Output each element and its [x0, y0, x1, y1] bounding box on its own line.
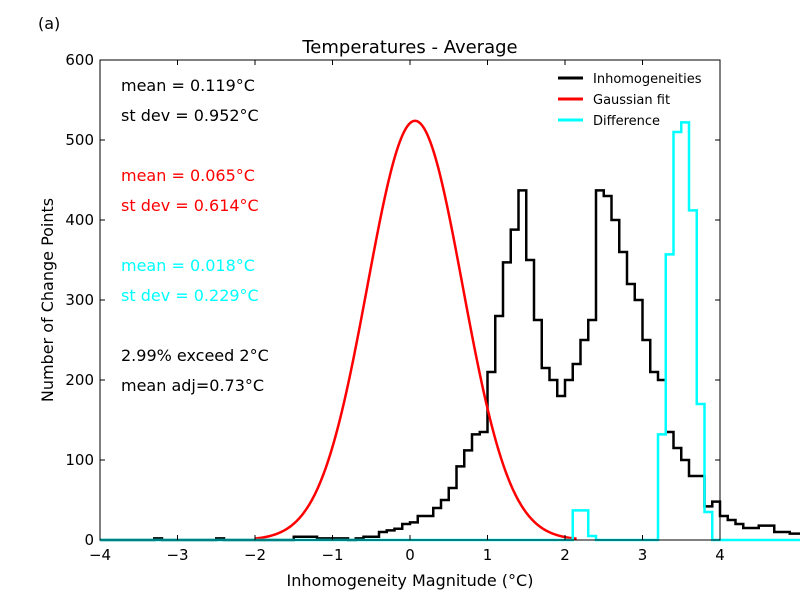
series-gaussian-fit: [254, 119, 577, 540]
y-tick-label: 200: [65, 371, 94, 389]
x-tick-label: 4: [715, 546, 725, 564]
x-tick-label: −2: [244, 546, 266, 564]
x-tick-label: −3: [166, 546, 188, 564]
panel-label: (a): [38, 14, 60, 33]
x-tick-label: 2: [560, 546, 570, 564]
x-tick-label: 0: [405, 546, 415, 564]
y-tick-label: 100: [65, 451, 94, 469]
annotation-total-stdev: st dev = 0.952°C: [121, 106, 259, 125]
stats-annotations: mean = 0.119°C st dev = 0.952°C mean = 0…: [121, 76, 269, 395]
annotation-exceed: 2.99% exceed 2°C: [121, 346, 269, 365]
chart-title: Temperatures - Average: [301, 37, 517, 58]
annotation-mean-adj: mean adj=0.73°C: [121, 376, 264, 395]
legend-label-difference: Difference: [593, 114, 660, 129]
annotation-total-mean: mean = 0.119°C: [121, 76, 255, 95]
y-axis-label: Number of Change Points: [38, 198, 57, 402]
y-tick-label: 500: [65, 131, 94, 149]
annotation-fit-stdev: st dev = 0.614°C: [121, 196, 259, 215]
y-tick-label: 300: [65, 291, 94, 309]
x-tick-label: 3: [638, 546, 648, 564]
series-inhomogeneities: [100, 189, 800, 542]
annotation-diff-mean: mean = 0.018°C: [121, 256, 255, 275]
annotation-fit-mean: mean = 0.065°C: [121, 166, 255, 185]
series-difference: [100, 121, 800, 542]
y-tick-label: 0: [84, 531, 94, 549]
annotation-diff-stdev: st dev = 0.229°C: [121, 286, 259, 305]
x-axis-label: Inhomogeneity Magnitude (°C): [287, 571, 534, 590]
y-tick-label: 400: [65, 211, 94, 229]
x-tick-label: −4: [89, 546, 111, 564]
legend-label-gaussian-fit: Gaussian fit: [593, 93, 670, 108]
x-tick-label: 1: [483, 546, 493, 564]
y-tick-label: 600: [65, 51, 94, 69]
x-tick-label: −1: [321, 546, 343, 564]
legend-label-inhomogeneities: Inhomogeneities: [593, 72, 702, 87]
legend: Inhomogeneities Gaussian fit Difference: [558, 72, 702, 129]
